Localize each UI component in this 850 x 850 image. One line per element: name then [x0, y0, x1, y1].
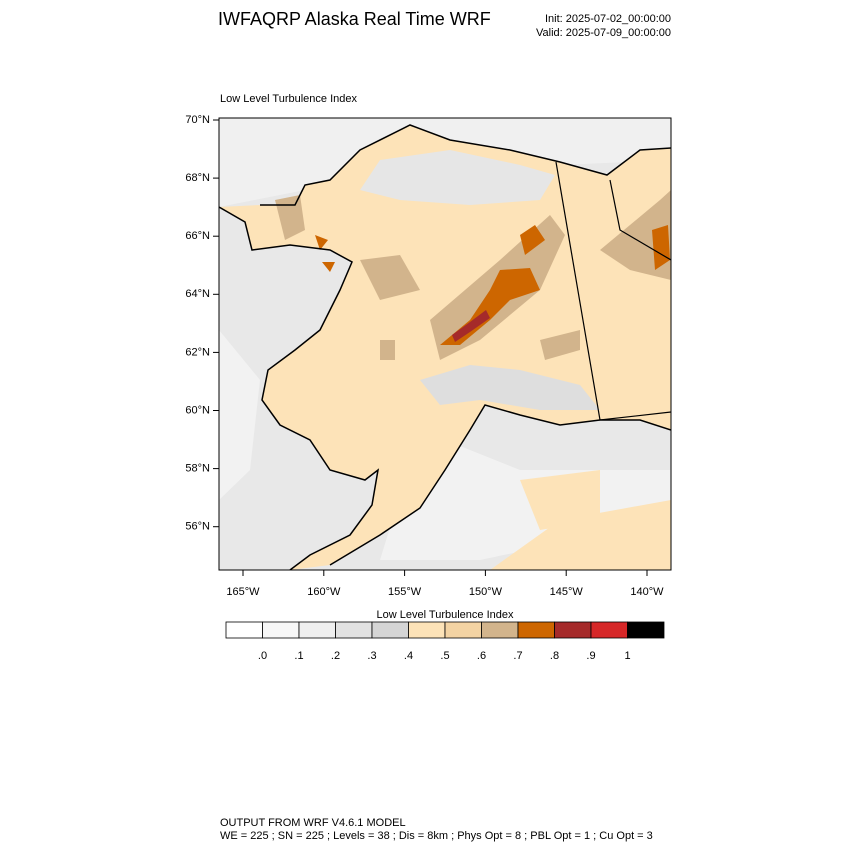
colorbar-box [444, 621, 482, 639]
lon-label: 150°W [469, 586, 503, 598]
colorbar-box [298, 621, 336, 639]
lat-label: 62°N [185, 346, 210, 358]
colorbar-label: 1 [624, 650, 630, 662]
footer-line: WE = 225 ; SN = 225 ; Levels = 38 ; Dis … [220, 830, 653, 842]
map [219, 118, 671, 570]
colorbar-box [225, 621, 263, 639]
colorbar-label: .9 [586, 650, 595, 662]
colorbar-box [554, 621, 592, 639]
ocean-low-field [490, 470, 671, 570]
lon-label: 145°W [550, 586, 584, 598]
lon-label: 155°W [388, 586, 422, 598]
lat-label: 64°N [185, 288, 210, 300]
very-high-field [452, 310, 490, 342]
colorbar-label: .4 [404, 650, 413, 662]
colorbar-box [262, 621, 300, 639]
border [555, 161, 671, 421]
colorbar-box [481, 621, 519, 639]
arctic-field [219, 118, 671, 207]
colorbar-label: .3 [367, 650, 376, 662]
lat-label: 56°N [185, 521, 210, 533]
colorbar-label: .2 [331, 650, 340, 662]
lon-label: 160°W [307, 586, 341, 598]
lon-label: 140°W [630, 586, 664, 598]
valid-time: Valid: 2025-07-09_00:00:00 [536, 27, 671, 39]
colorbar-title: Low Level Turbulence Index [377, 609, 514, 621]
high-field [315, 225, 670, 345]
title: IWFAQRP Alaska Real Time WRF [218, 9, 491, 29]
colorbar-label: .1 [294, 650, 303, 662]
coastline [219, 124, 671, 570]
colorbar-box [335, 621, 373, 639]
colorbar-label: .6 [477, 650, 486, 662]
lat-label: 68°N [185, 172, 210, 184]
colorbar-label: .0 [258, 650, 267, 662]
lat-label: 66°N [185, 230, 210, 242]
lon-label: 165°W [226, 586, 260, 598]
axis-labels: 70°N 68°N 66°N 64°N 62°N 60°N 58°N 56°N 165°W 160… [185, 114, 664, 598]
lat-label: 58°N [185, 463, 210, 475]
south-range-field [420, 365, 600, 410]
colorbar-box [627, 621, 665, 639]
colorbar-box [408, 621, 446, 639]
lat-label: 70°N [185, 114, 210, 126]
brooks-range-field [360, 150, 555, 205]
footer-line: OUTPUT FROM WRF V4.6.1 MODEL [220, 817, 406, 829]
colorbar: .0 .1 .2 .3 .4 .5 .6 .7 .8 .9 1 [225, 621, 665, 662]
colorbar-box [517, 621, 555, 639]
lat-label: 60°N [185, 404, 210, 416]
colorbar-label: .5 [440, 650, 449, 662]
colorbar-box [371, 621, 409, 639]
map-title: Low Level Turbulence Index [220, 93, 357, 105]
colorbar-box [590, 621, 628, 639]
colorbar-label: .8 [550, 650, 559, 662]
colorbar-label: .7 [513, 650, 522, 662]
map-frame [218, 117, 672, 571]
init-time: Init: 2025-07-02_00:00:00 [545, 13, 671, 25]
